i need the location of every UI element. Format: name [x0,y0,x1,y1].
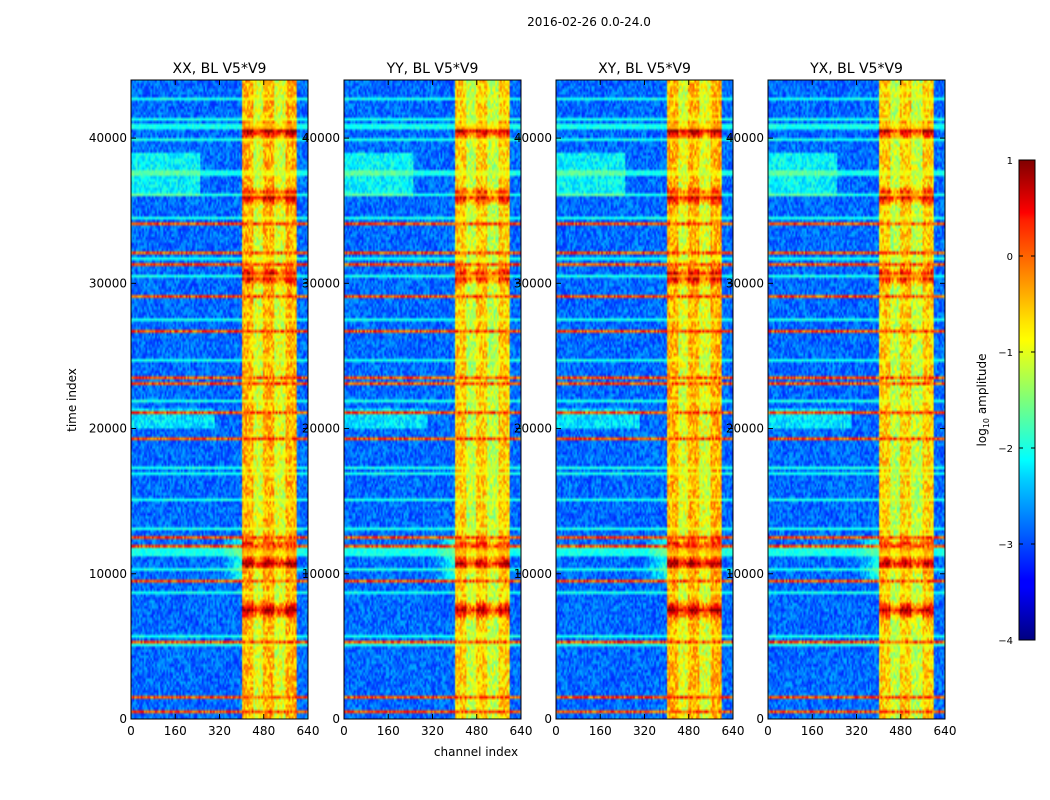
y-tick-label: 0 [332,712,340,726]
colorbar-tick-label: −4 [998,636,1013,647]
y-tick-label: 40000 [726,131,764,145]
x-tick-label: 640 [510,724,533,738]
x-tick-label: 160 [801,724,824,738]
figure-suptitle: 2016-02-26 0.0-24.0 [527,15,651,29]
heatmap-image [556,80,733,719]
y-tick-label: 30000 [514,276,552,290]
colorbar-label-rest: amplitude [975,354,989,418]
y-tick-label: 30000 [726,276,764,290]
colorbar-gradient [1018,159,1036,641]
x-tick-label: 320 [208,724,231,738]
heatmap-image [768,80,945,719]
colorbar-tick-label: −3 [998,540,1013,551]
panel-4: YX, BL V5*V9 0 160 320 480 640 0 10000 20000 3000… [726,61,957,738]
x-tick-label: 0 [127,724,135,738]
heatmap-panels: XX, BL V5*V9 0 160 320 480 640 0 10000 20000 3000… [89,61,957,738]
y-axis-label: time index [65,368,79,432]
colorbar-label-main: log [975,428,989,446]
panel-3: XY, BL V5*V9 0 160 320 480 640 0 10000 20000 3000… [514,61,745,738]
panel-title: XX, BL V5*V9 [173,61,267,77]
x-tick-label: 640 [722,724,745,738]
y-tick-label: 30000 [89,276,127,290]
y-tick-label: 20000 [89,422,127,436]
y-tick-label: 40000 [302,131,340,145]
y-tick-label: 0 [119,712,127,726]
x-tick-label: 480 [677,724,700,738]
y-tick-label: 0 [544,712,552,726]
colorbar-label: log10 amplitude [975,354,991,447]
y-tick-label: 20000 [514,422,552,436]
colorbar-tick-label: −1 [998,348,1013,359]
x-tick-label: 640 [934,724,957,738]
colorbar-label-sub: 10 [982,418,991,428]
x-tick-label: 160 [589,724,612,738]
x-axis-label: channel index [434,745,518,759]
y-tick-label: 0 [756,712,764,726]
x-tick-label: 0 [764,724,772,738]
y-tick-label: 10000 [302,567,340,581]
x-tick-label: 160 [377,724,400,738]
y-tick-label: 40000 [514,131,552,145]
x-tick-label: 0 [552,724,560,738]
panel-title: XY, BL V5*V9 [598,61,691,77]
panel-title: YX, BL V5*V9 [809,61,903,77]
x-tick-label: 320 [633,724,656,738]
y-tick-label: 20000 [726,422,764,436]
x-tick-label: 480 [252,724,275,738]
y-tick-label: 10000 [514,567,552,581]
y-tick-label: 30000 [302,276,340,290]
y-tick-label: 10000 [89,567,127,581]
panel-2: YY, BL V5*V9 0 160 320 480 640 0 10000 20000 3000… [302,61,533,738]
heatmap-image [344,80,521,719]
heatmap-image [131,80,308,719]
colorbar: 10−1−2−3−4 log10 amplitude [975,156,1036,647]
x-tick-label: 160 [164,724,187,738]
x-tick-label: 320 [845,724,868,738]
colorbar-tick-label: −2 [998,444,1013,455]
x-tick-label: 0 [340,724,348,738]
x-tick-label: 480 [465,724,488,738]
x-tick-label: 480 [889,724,912,738]
panel-1: XX, BL V5*V9 0 160 320 480 640 0 10000 20000 3000… [89,61,320,738]
x-tick-label: 320 [421,724,444,738]
x-tick-label: 640 [297,724,320,738]
y-tick-label: 40000 [89,131,127,145]
y-tick-label: 10000 [726,567,764,581]
panel-title: YY, BL V5*V9 [386,61,479,77]
colorbar-tick-label: 0 [1007,252,1013,263]
colorbar-tick-label: 1 [1007,156,1013,167]
colorbar-ticks: 1 0 −1 −2 −3 −4 [998,156,1035,647]
y-tick-label: 20000 [302,422,340,436]
